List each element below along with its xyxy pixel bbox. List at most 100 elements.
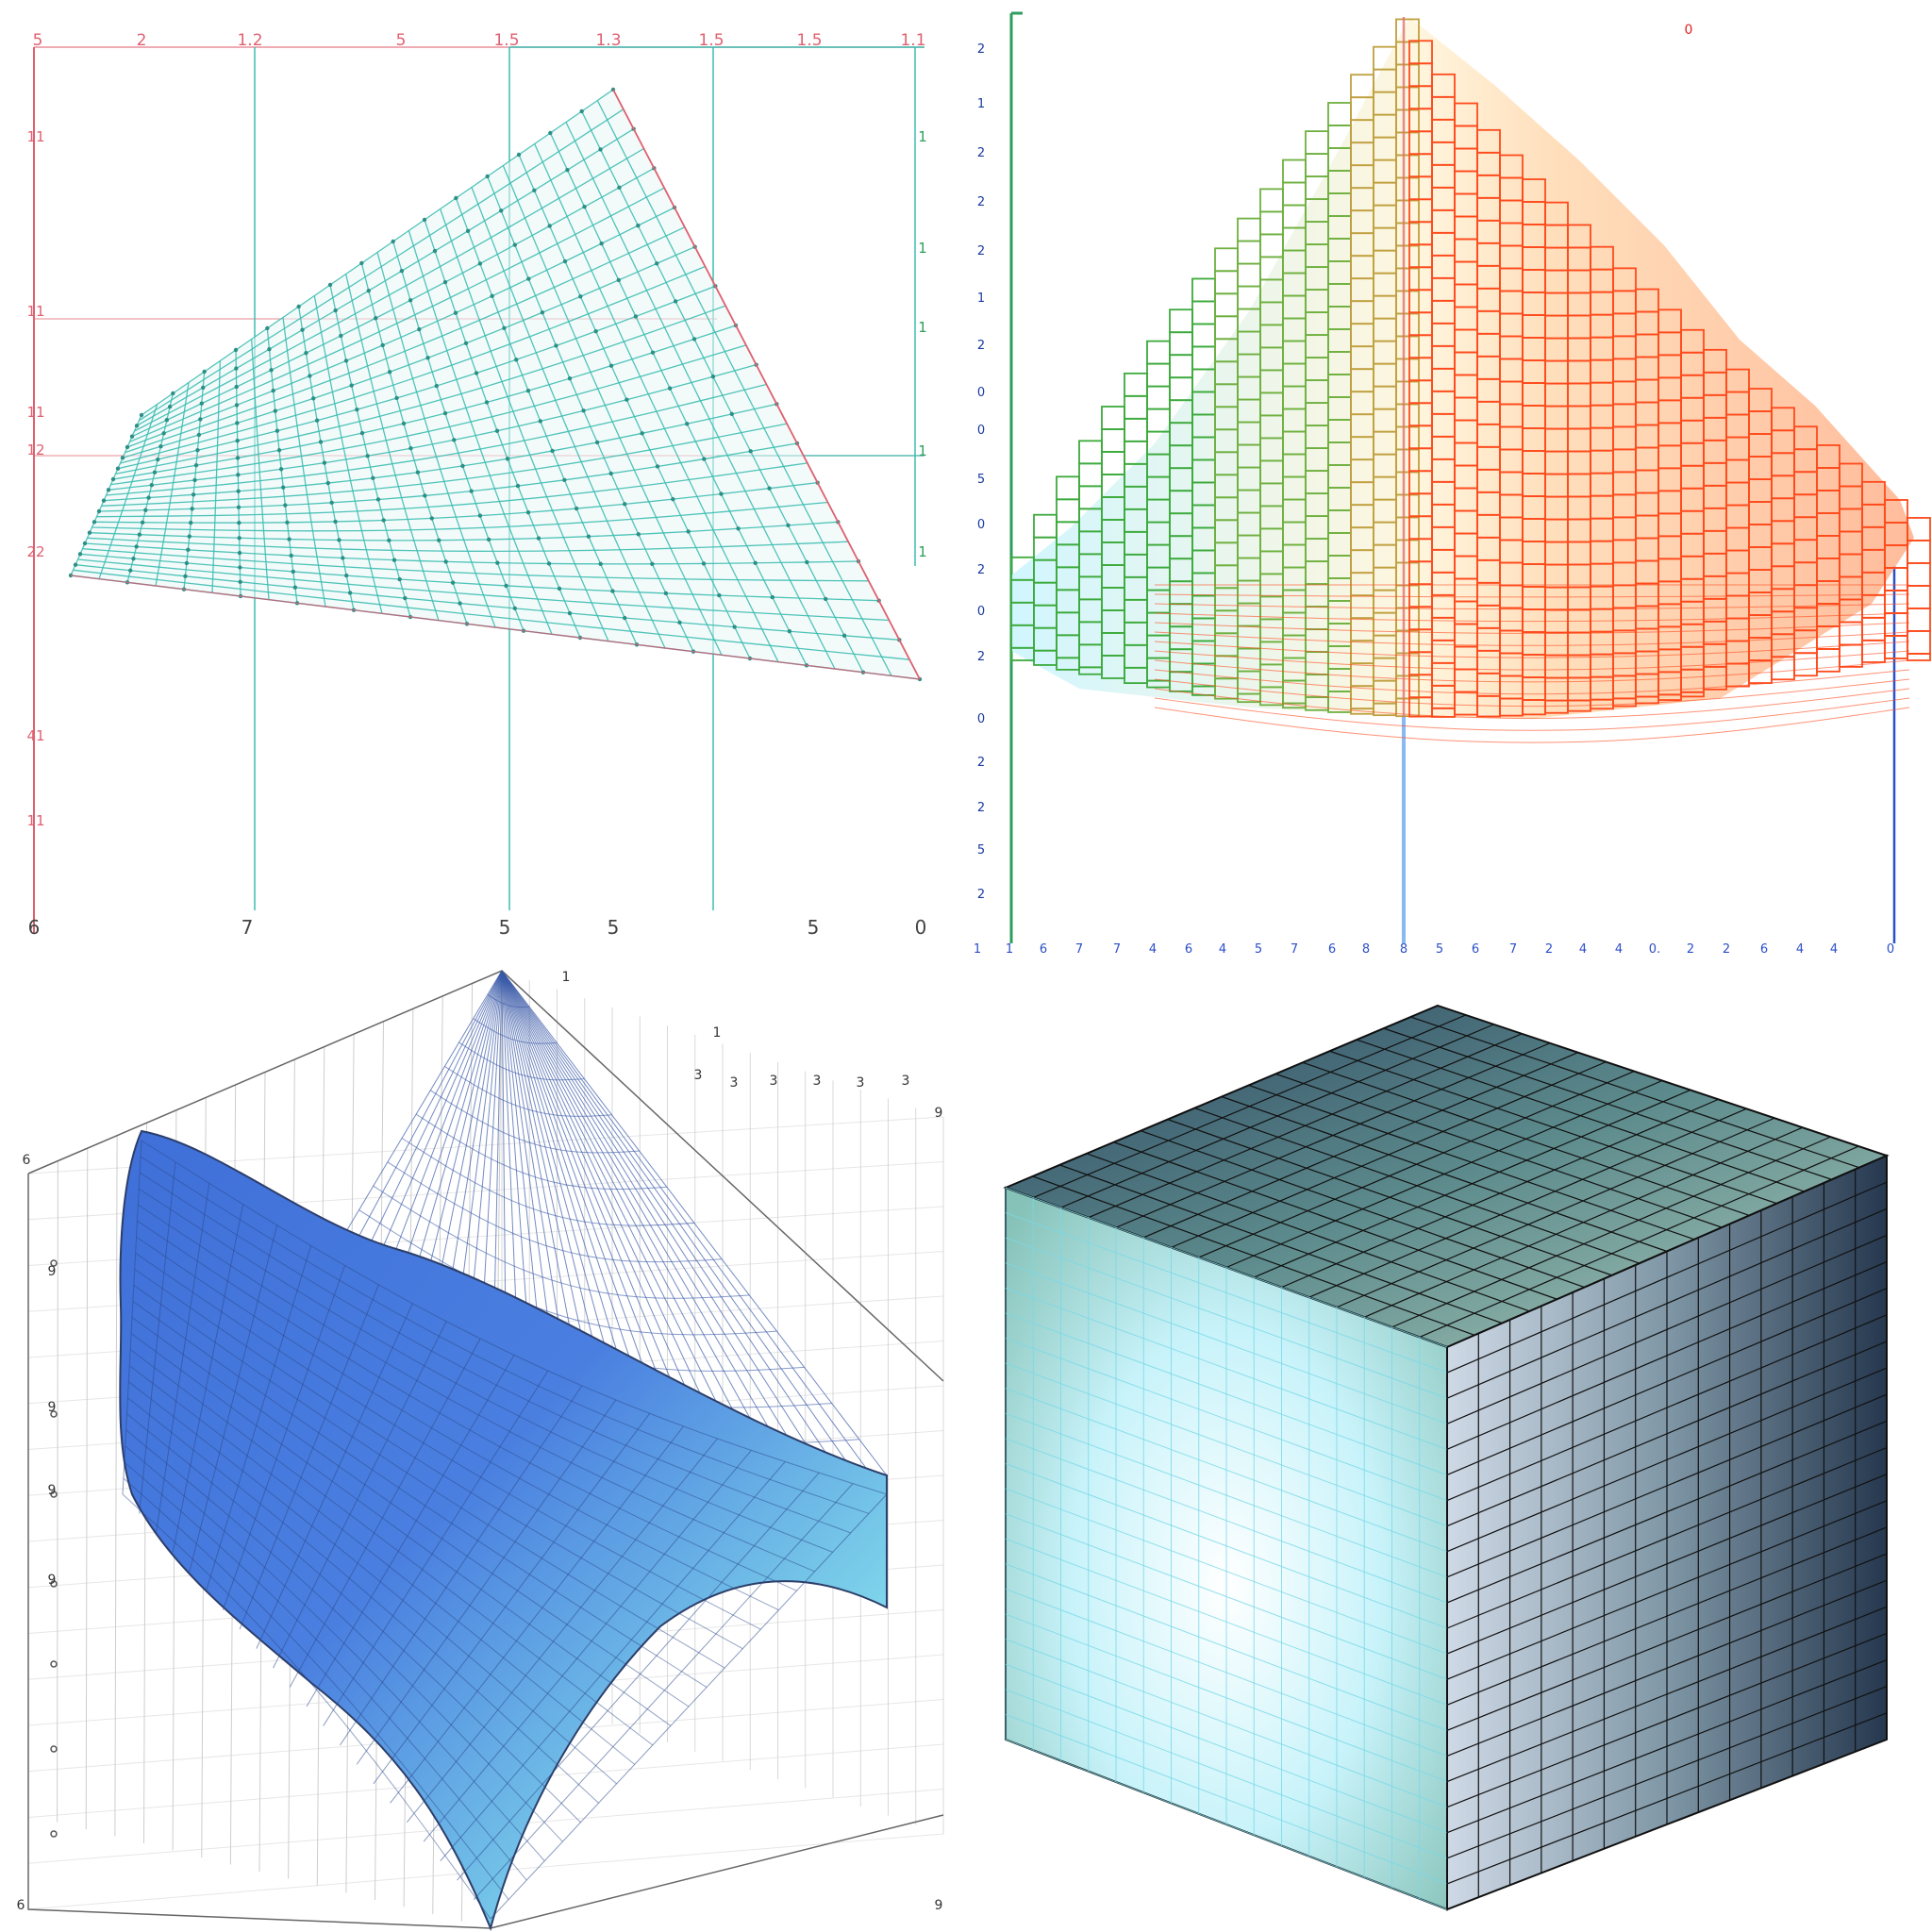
mesh-node	[195, 448, 200, 453]
mesh-cell	[1146, 340, 1171, 365]
cube-grid-line	[1005, 1513, 1448, 1680]
mesh-node	[341, 556, 345, 560]
mesh-node	[841, 633, 847, 639]
left-tick-label: 11	[26, 128, 44, 145]
surface-mesh-line	[139, 1172, 851, 1534]
mesh-line	[79, 553, 879, 602]
mesh-node	[673, 299, 678, 304]
surface-mesh-line	[141, 1140, 888, 1495]
mesh-node	[304, 351, 308, 356]
surface-mesh-line	[132, 1301, 708, 1688]
mesh-node	[463, 341, 469, 346]
mesh-node	[458, 601, 462, 606]
mesh-cell	[1907, 630, 1931, 655]
cube-grid-line	[1275, 1073, 1723, 1228]
surface-mesh-line	[128, 1365, 636, 1765]
mesh-node	[186, 547, 191, 553]
right-tick-label: 1	[918, 442, 927, 459]
mesh-cell	[1101, 451, 1125, 475]
mesh-node	[191, 492, 196, 497]
mesh-node	[374, 316, 378, 321]
mesh-node	[484, 400, 490, 405]
mesh-node	[512, 242, 517, 247]
mesh-node	[554, 343, 558, 348]
cube-grid-line	[1005, 1639, 1448, 1808]
mesh-cell	[1907, 562, 1931, 587]
mesh-cell	[1214, 247, 1239, 273]
left-tick-label: 2	[977, 888, 985, 902]
mesh-node	[736, 526, 741, 531]
surface-mesh-line	[134, 1268, 743, 1650]
bottom-tick-label: 2	[1545, 942, 1553, 957]
cube-grid-line	[1410, 1016, 1860, 1169]
mesh-node	[152, 470, 158, 475]
mesh-node	[300, 327, 305, 332]
left-tick-label: 5	[977, 843, 985, 858]
mesh-node	[540, 310, 545, 315]
mesh-node	[515, 483, 521, 489]
mesh-node	[486, 537, 491, 542]
top-tick-label: 1.5	[493, 31, 519, 50]
surface-mesh-line	[323, 1370, 549, 1726]
axis-marker	[50, 1745, 58, 1753]
mesh-node	[199, 401, 204, 406]
mesh-cell	[1146, 362, 1171, 388]
top-tick-label: 3	[730, 1075, 739, 1091]
left-tick-label: 11	[26, 812, 44, 829]
cube-grid-line	[1005, 1538, 1448, 1706]
mesh-node	[92, 520, 97, 525]
top-tick-label: 1.2	[237, 31, 262, 50]
left-tick-label: 0	[977, 605, 985, 619]
mesh-node	[267, 347, 272, 352]
mesh-node	[235, 438, 240, 443]
mesh-node	[787, 629, 792, 634]
mesh-node	[434, 383, 439, 389]
left-tick-label: 0	[977, 386, 985, 400]
mesh-node	[442, 279, 448, 285]
top-tick-label: 1	[713, 1025, 722, 1041]
mesh-node	[193, 463, 199, 468]
surface-fill	[71, 90, 920, 679]
mesh-node	[562, 477, 567, 483]
cube-grid-line	[1248, 1084, 1695, 1241]
mesh-node	[380, 342, 385, 348]
cube-grid-line	[1356, 1039, 1805, 1192]
left-tick-label: 2	[977, 756, 985, 770]
mesh-node	[477, 261, 483, 266]
left-tick-label: 9	[48, 1573, 57, 1588]
mesh-node	[140, 520, 145, 525]
mesh-node	[343, 358, 349, 363]
mesh-cell	[1861, 616, 1886, 641]
surface-mesh-line	[135, 1252, 761, 1630]
mesh-node	[526, 276, 531, 281]
cube-grid-line	[1383, 1027, 1832, 1180]
left-tick-label: 2	[977, 195, 985, 209]
mesh-node	[401, 421, 407, 426]
cube-grid-line	[1437, 1005, 1888, 1157]
mesh-cell	[1395, 697, 1420, 718]
axis-marker	[50, 1491, 58, 1498]
mesh-line	[1154, 669, 1910, 695]
mesh-node	[371, 475, 375, 480]
bottom-tick-label: 5	[608, 916, 620, 939]
mesh-node	[137, 532, 142, 537]
mesh-node	[677, 620, 682, 625]
left-tick-label: 0	[977, 424, 985, 438]
cube-grid-line	[1446, 1659, 1888, 1834]
box-grid-line	[85, 1148, 89, 1830]
mesh-node	[238, 579, 242, 584]
mesh-node	[770, 594, 774, 600]
mesh-cell	[1078, 440, 1103, 465]
mesh-node	[359, 260, 364, 266]
mesh-node	[318, 440, 324, 444]
mesh-node	[337, 538, 341, 542]
mesh-node	[125, 444, 130, 450]
cube-grid-line	[1446, 1341, 1888, 1527]
mesh-cell	[1907, 608, 1931, 632]
mesh-node	[87, 530, 92, 535]
left-tick-label: 2	[977, 650, 985, 664]
mesh-node	[238, 565, 242, 570]
mesh-node	[422, 217, 427, 223]
mesh-node	[283, 503, 288, 508]
mesh-cell	[1191, 300, 1216, 325]
